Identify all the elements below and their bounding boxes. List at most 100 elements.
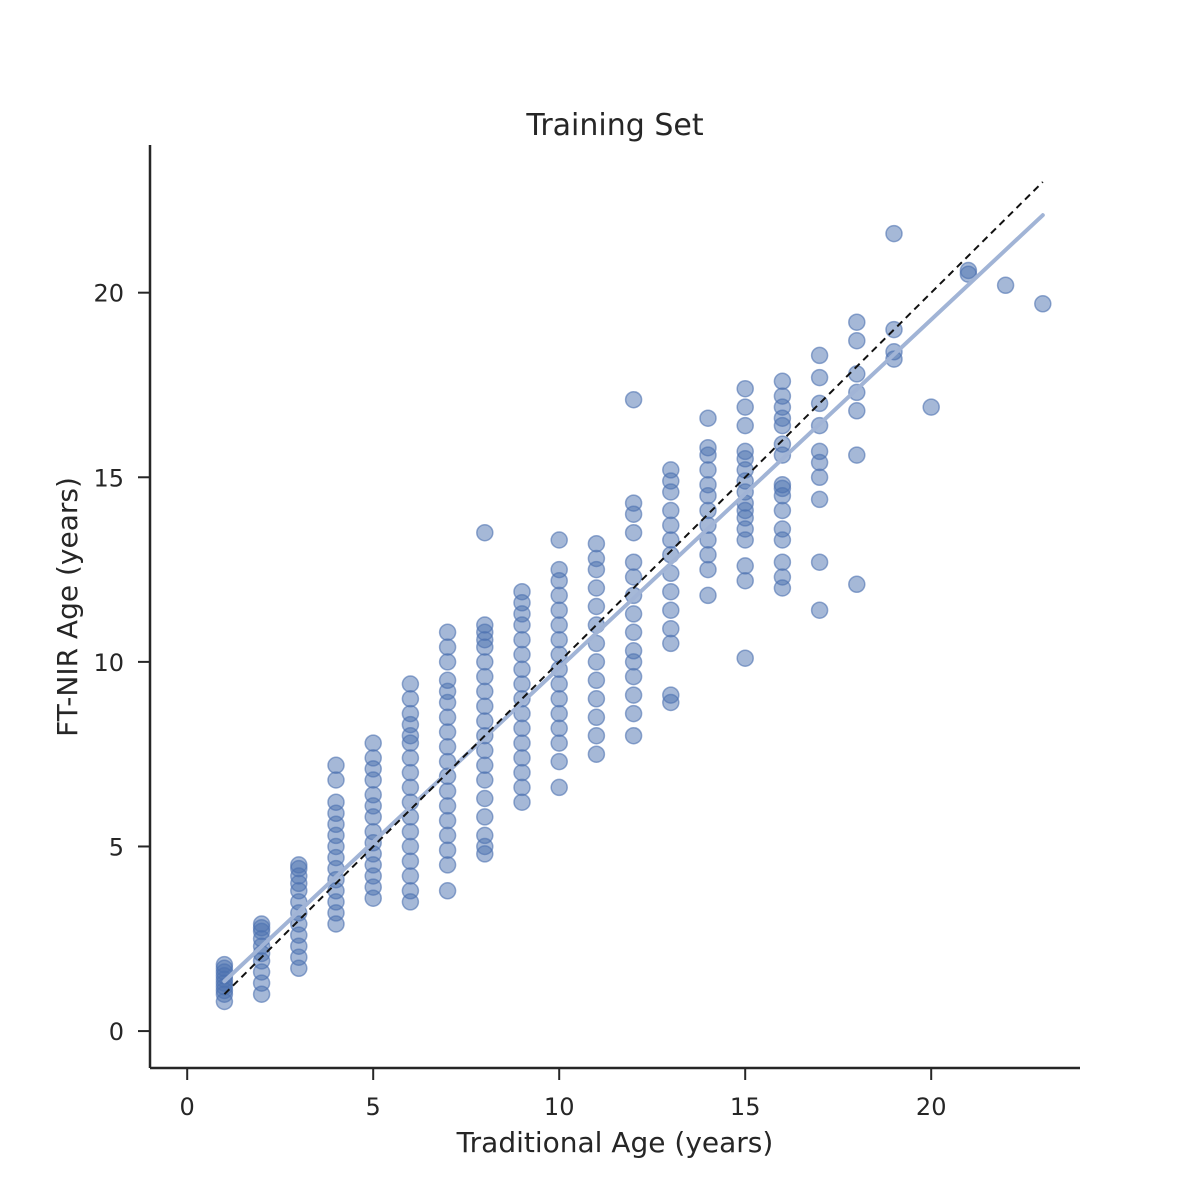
data-point: [587, 671, 606, 690]
data-point: [736, 398, 754, 416]
data-point: [736, 557, 754, 575]
data-point: [401, 822, 420, 841]
y-tick-label: 10: [93, 649, 124, 677]
x-tick-label: 20: [916, 1093, 947, 1121]
data-point: [364, 734, 382, 752]
data-point: [810, 368, 829, 387]
y-tick-label: 20: [93, 280, 124, 308]
data-point: [662, 516, 680, 535]
data-point: [438, 623, 457, 642]
data-point: [513, 675, 531, 693]
data-point: [550, 601, 568, 619]
data-point: [550, 719, 568, 738]
data-point: [550, 531, 568, 549]
data-point: [438, 797, 457, 815]
data-point: [587, 597, 606, 616]
x-axis-title: Traditional Age (years): [456, 1126, 774, 1159]
data-point: [476, 667, 494, 686]
data-point: [513, 645, 531, 664]
data-point: [699, 461, 717, 479]
data-point: [848, 575, 866, 594]
data-point: [810, 490, 829, 509]
data-point: [550, 630, 568, 649]
data-point: [438, 811, 457, 830]
data-point: [513, 630, 531, 649]
data-point: [624, 523, 643, 542]
data-point: [922, 398, 940, 416]
data-point: [401, 675, 420, 693]
data-point: [438, 638, 457, 656]
identity-line: [223, 181, 1044, 995]
data-point: [364, 749, 382, 767]
data-point: [1034, 295, 1052, 313]
data-point: [810, 442, 829, 461]
data-point: [252, 915, 271, 933]
data-point: [699, 438, 717, 457]
data-point: [401, 837, 420, 856]
data-point: [513, 793, 531, 811]
data-point: [736, 379, 754, 398]
data-point: [327, 756, 345, 775]
data-point: [438, 671, 457, 690]
data-point: [550, 690, 568, 708]
data-point: [438, 723, 457, 741]
data-point: [773, 501, 792, 520]
data-point: [624, 553, 643, 571]
data-point: [401, 867, 420, 885]
data-point: [476, 756, 494, 775]
data-point: [848, 331, 866, 350]
data-point: [996, 276, 1015, 295]
data-point: [550, 778, 568, 797]
data-point: [699, 560, 717, 579]
data-point: [699, 501, 717, 520]
data-point: [587, 579, 606, 597]
y-tick-label: 15: [93, 464, 124, 492]
data-point: [290, 856, 308, 874]
data-point: [401, 704, 420, 723]
data-point: [848, 313, 866, 331]
data-point: [624, 568, 643, 586]
data-point: [810, 553, 829, 571]
data-point: [773, 387, 792, 405]
data-point: [848, 446, 866, 464]
data-point: [513, 719, 531, 738]
points-layer: [215, 224, 1052, 1011]
data-point: [550, 752, 568, 771]
lines-layer: [222, 181, 1045, 995]
data-point: [550, 734, 568, 752]
data-point: [476, 771, 494, 789]
data-point: [476, 682, 494, 701]
data-point: [587, 690, 606, 708]
data-point: [810, 346, 829, 365]
data-point: [513, 749, 531, 767]
data-point: [438, 653, 457, 671]
data-point: [327, 771, 345, 789]
data-point: [624, 667, 643, 686]
data-point: [699, 475, 717, 494]
data-point: [624, 605, 643, 623]
data-point: [662, 461, 680, 479]
data-point: [848, 402, 866, 420]
data-point: [773, 520, 792, 538]
regression-line: [222, 213, 1045, 984]
data-point: [587, 653, 606, 671]
data-point: [736, 501, 754, 520]
data-point: [587, 534, 606, 553]
data-point: [885, 224, 903, 243]
data-point: [736, 571, 754, 590]
data-point: [401, 778, 420, 797]
data-point: [662, 619, 680, 638]
data-point: [401, 882, 420, 900]
data-point: [476, 837, 494, 856]
axes-layer: 0 5 10 15 20 0 5 10 15 20: [93, 145, 1080, 1121]
data-point: [773, 372, 792, 391]
data-point: [736, 649, 754, 667]
x-tick-label: 15: [730, 1093, 761, 1121]
y-tick-label: 0: [109, 1018, 124, 1046]
data-point: [773, 435, 792, 453]
data-point: [513, 734, 531, 752]
x-tick-label: 0: [180, 1093, 195, 1121]
data-point: [550, 586, 568, 605]
